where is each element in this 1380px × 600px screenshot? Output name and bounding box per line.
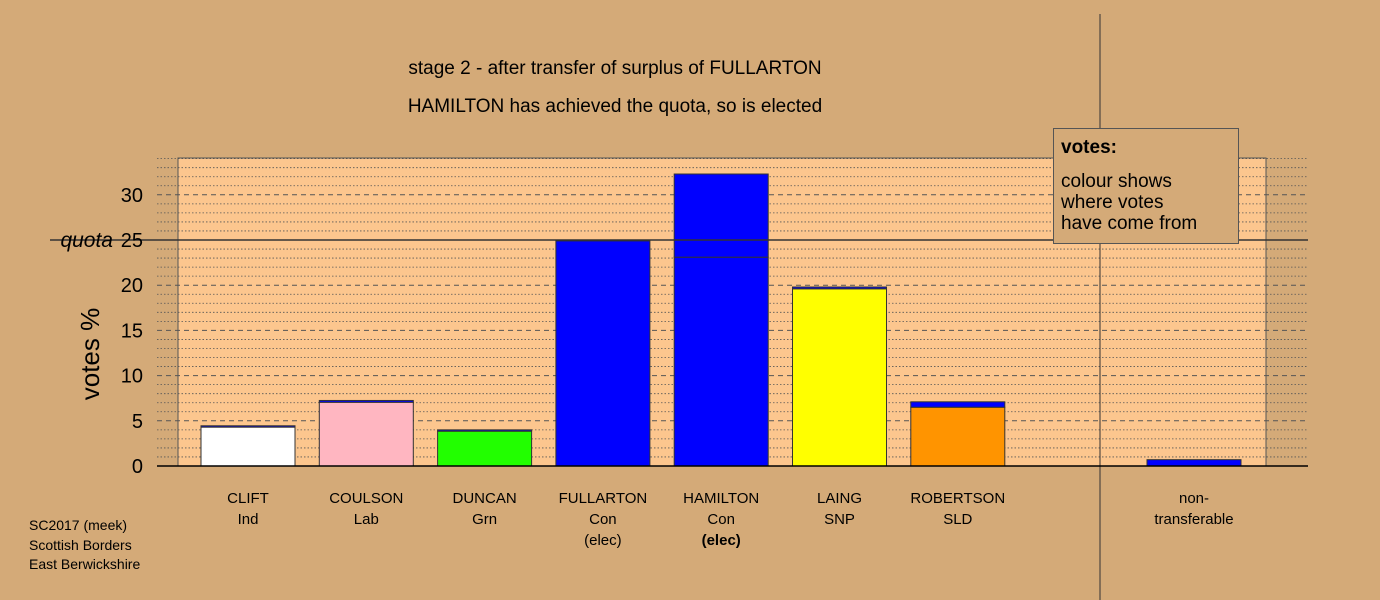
candidate-party-label: Con	[707, 511, 735, 528]
candidate-party-label: SNP	[824, 511, 855, 528]
candidate-name-label: FULLARTON	[559, 490, 648, 507]
chart-title: stage 2 - after transfer of surplus of F…	[408, 58, 821, 79]
footer-line-council: Scottish Borders	[29, 536, 132, 553]
footer-line-ward: East Berwickshire	[29, 556, 141, 572]
legend: votes: colour shows where votes have com…	[1053, 128, 1239, 244]
bar-segment	[555, 240, 651, 467]
bar-segment	[437, 429, 533, 432]
candidate-party-label: Con	[589, 511, 617, 528]
y-tick-label: 30	[121, 185, 143, 207]
legend-title: votes:	[1061, 137, 1117, 158]
candidate-name-label: LAING	[817, 490, 862, 507]
quota-label: quota	[60, 229, 113, 252]
footer-info: SC2017 (meek) Scottish Borders East Berw…	[29, 516, 140, 575]
bar-segment	[792, 286, 887, 290]
candidate-party-label: Grn	[472, 511, 497, 528]
candidate-name-label: COULSON	[329, 490, 403, 507]
y-tick-label: 25	[121, 230, 143, 252]
candidate-party-label: Ind	[238, 511, 259, 528]
bar-segment	[792, 288, 887, 467]
bar-segment	[318, 399, 414, 403]
y-tick-label: 20	[121, 275, 143, 297]
y-tick-label: 15	[121, 320, 143, 342]
y-axis-ticks: 0 5 10 15 20 25 30	[121, 185, 143, 478]
candidate-status-label: (elec)	[702, 532, 741, 549]
bar-segment	[318, 401, 414, 467]
y-tick-label: 10	[121, 366, 143, 388]
nontransferable-bar	[1146, 459, 1242, 467]
candidate-name-label: HAMILTON	[683, 490, 759, 507]
chart-subtitle: HAMILTON has achieved the quota, so is e…	[408, 96, 822, 117]
bar-segment	[200, 426, 296, 467]
bars	[200, 173, 1242, 467]
legend-text: colour shows where votes have come from	[1061, 171, 1198, 234]
bar-segment	[437, 430, 533, 467]
bar-segment	[910, 406, 1006, 467]
candidate-name-label: ROBERTSON	[910, 490, 1005, 507]
bar-segment	[910, 401, 1006, 408]
y-tick-label: 0	[132, 456, 143, 478]
bar-segment	[673, 173, 769, 258]
y-axis-label: votes %	[75, 308, 105, 401]
x-axis-labels: CLIFT Ind COULSON Lab DUNCAN Grn FULLARTON Con (…	[227, 490, 1233, 549]
candidate-name-label: CLIFT	[227, 490, 269, 507]
candidate-party-label: SLD	[943, 511, 972, 528]
candidate-party-label: Lab	[354, 511, 379, 528]
y-tick-label: 5	[132, 411, 143, 433]
nontransferable-label: non-	[1179, 490, 1209, 507]
candidate-status-label: (elec)	[584, 532, 622, 549]
candidate-name-label: DUNCAN	[453, 490, 517, 507]
footer-line-system: SC2017 (meek)	[29, 517, 128, 533]
bar-segment	[200, 425, 296, 428]
nontransferable-label: transferable	[1154, 511, 1233, 528]
bar-segment	[673, 256, 769, 467]
